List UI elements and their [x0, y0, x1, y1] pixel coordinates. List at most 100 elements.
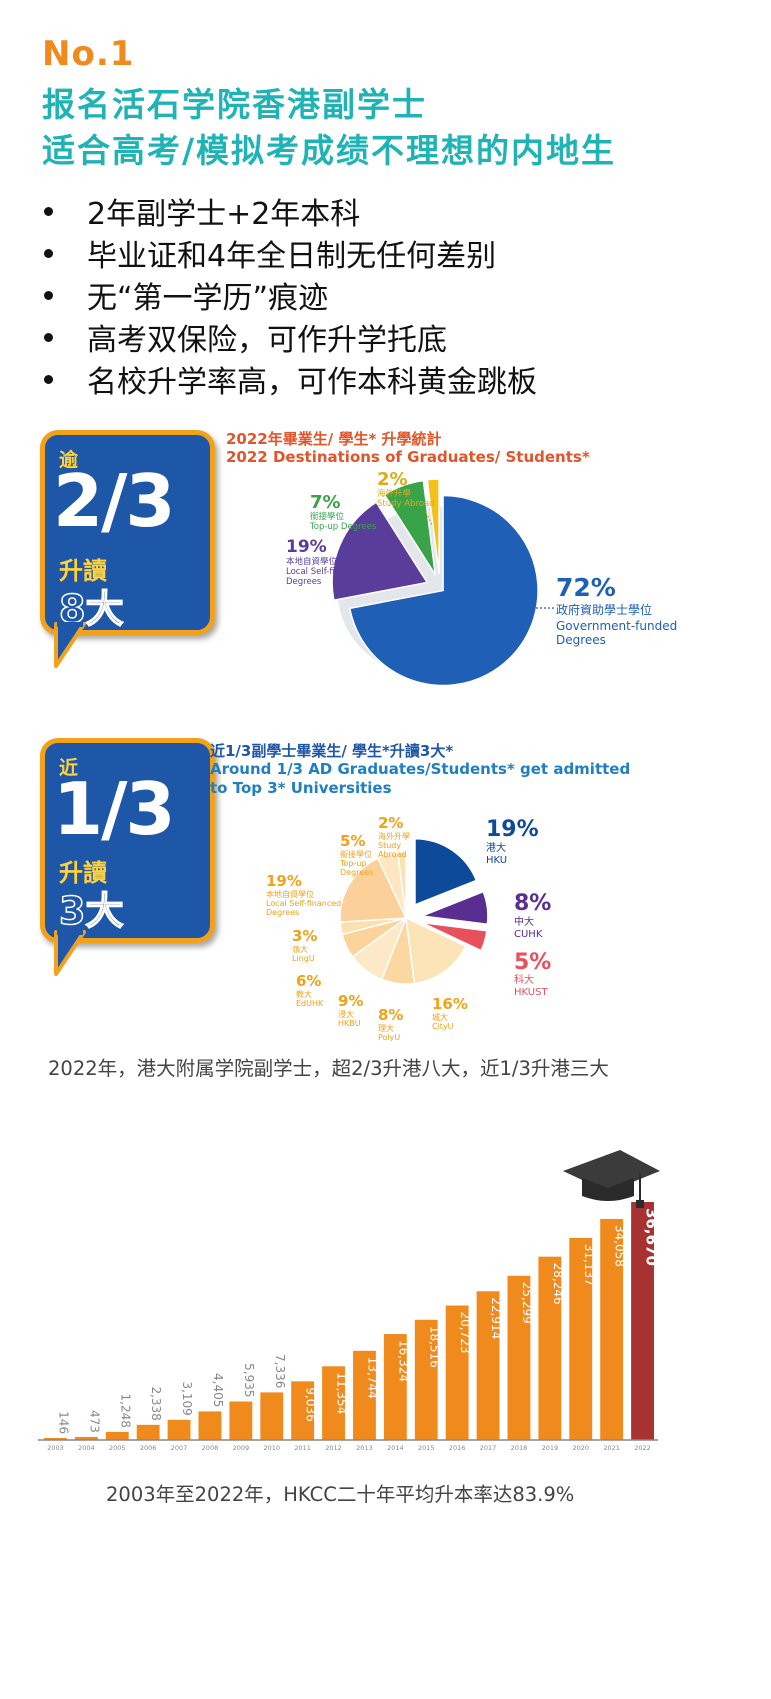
bar — [260, 1392, 284, 1440]
bullet-dot-icon — [44, 248, 53, 258]
list-item-text: 毕业证和4年全日制无任何差别 — [87, 239, 497, 274]
slice-en-label: Government-funded — [556, 619, 677, 633]
slice-pct-label: 6% — [296, 972, 321, 990]
stat-badge-top8: 逾 2/3 升讀 8大 — [40, 430, 215, 635]
bar-value-label: 4,405 — [211, 1373, 225, 1407]
badge-label: 升讀 — [59, 557, 107, 585]
badge-count: 3大 — [58, 888, 124, 934]
bar — [229, 1401, 253, 1440]
bar — [167, 1419, 191, 1440]
badge-prefix: 近 — [59, 757, 79, 779]
bullet-dot-icon — [44, 206, 53, 216]
slice-en-label: CityU — [432, 1022, 454, 1031]
pie-slice — [421, 921, 488, 952]
badge-fraction: 2/3 — [53, 459, 175, 543]
slice-en-label: Study — [378, 841, 401, 850]
pie-slice — [331, 501, 429, 602]
slice-en-label: Local Self-financed — [266, 899, 341, 908]
slice-pct-label: 5% — [340, 832, 365, 850]
bar — [136, 1424, 160, 1440]
list-item-text: 2年副学士+2年本科 — [87, 197, 361, 232]
slice-pct-label: 2% — [378, 814, 403, 832]
slice-cn-label: 本地自資學位 — [266, 889, 314, 899]
slice-cn-label: 教大 — [296, 989, 312, 999]
x-tick-label: 2015 — [418, 1444, 435, 1452]
rank-label: No.1 — [42, 34, 135, 74]
pie-slice — [426, 478, 440, 575]
chart1-title-en: 2022 Destinations of Graduates/ Students… — [226, 448, 590, 466]
pie-slice — [414, 838, 478, 906]
slice-en-label: Degrees — [340, 868, 373, 877]
bar — [569, 1237, 593, 1440]
slice-en-label: EdUHK — [296, 999, 324, 1008]
x-tick-label: 2017 — [480, 1444, 497, 1452]
slice-cn-label: 浸大 — [338, 1009, 354, 1019]
x-tick-label: 2005 — [109, 1444, 126, 1452]
slice-pct-label: 8% — [378, 1006, 403, 1024]
slice-en-label: Degrees — [556, 633, 606, 647]
slice-pct-label: 5% — [514, 950, 551, 975]
x-tick-label: 2020 — [572, 1444, 589, 1452]
benefit-list: 2年副学士+2年本科 毕业证和4年全日制无任何差别 无“第一学历”痕迹 高考双保… — [40, 190, 537, 400]
slice-cn-label: 科大 — [514, 973, 534, 986]
x-tick-label: 2008 — [202, 1444, 219, 1452]
slice-cn-label: 理大 — [378, 1023, 394, 1033]
bar-value-label: 16,324 — [396, 1340, 410, 1382]
slice-cn-label: 城大 — [432, 1012, 448, 1022]
slice-en-label: Top-up Degrees — [309, 522, 377, 532]
bar — [74, 1436, 98, 1440]
bar-value-label: 1,248 — [118, 1394, 132, 1428]
bar-value-label: 3,109 — [180, 1381, 194, 1415]
bar-value-label: 34,058 — [613, 1225, 627, 1267]
bar — [445, 1305, 469, 1440]
pie-slice — [405, 916, 467, 985]
graduation-cap-icon — [563, 1150, 660, 1208]
slice-pct-label: 8% — [514, 891, 551, 916]
x-tick-label: 2010 — [263, 1444, 280, 1452]
slice-en-label: Top-up — [339, 859, 367, 868]
headline-line-2: 适合高考/模拟考成绩不理想的内地生 — [42, 131, 617, 170]
list-item: 高考双保险，可作升学托底 — [40, 316, 537, 358]
slice-en-label: LingU — [292, 954, 315, 963]
list-item-text: 名校升学率高，可作本科黄金跳板 — [87, 365, 537, 400]
slice-pct-label: 72% — [556, 573, 616, 602]
slice-pct-label: 19% — [266, 872, 302, 890]
x-tick-label: 2018 — [511, 1444, 528, 1452]
slice-pct-label: 19% — [286, 537, 327, 557]
list-item: 毕业证和4年全日制无任何差别 — [40, 232, 537, 274]
list-item: 无“第一学历”痕迹 — [40, 274, 537, 316]
bar-value-label: 146 — [56, 1411, 70, 1434]
bullet-dot-icon — [44, 290, 53, 300]
slice-cn-label: 海外升學 — [378, 831, 410, 841]
slice-cn-label: 港大 — [486, 841, 506, 854]
x-tick-label: 2016 — [449, 1444, 466, 1452]
slice-pct-label: 7% — [310, 492, 341, 513]
bar — [538, 1256, 562, 1440]
pie-slice — [348, 494, 539, 687]
bar — [600, 1218, 624, 1440]
bar-value-label: 5,935 — [242, 1363, 256, 1397]
pie-chart-destinations: 2% 海外升學 Study Abroad 7% 銜接學位 Top-up Degr… — [286, 469, 677, 687]
list-item: 名校升学率高，可作本科黄金跳板 — [40, 358, 537, 400]
bar-value-label: 25,299 — [520, 1282, 534, 1324]
slice-pct-label: 2% — [377, 469, 408, 490]
badge-pointer-icon — [54, 930, 86, 976]
slice-en-label: Degrees — [286, 577, 322, 587]
bar — [44, 1438, 67, 1440]
slice-pct-label: 19% — [486, 817, 539, 842]
slice-en-label: HKU — [486, 855, 507, 866]
bullet-dot-icon — [44, 374, 53, 384]
slice-en-label: PolyU — [378, 1033, 400, 1041]
x-tick-label: 2013 — [356, 1444, 373, 1452]
pie-slice — [383, 479, 437, 576]
slice-en-label: HKBU — [338, 1019, 361, 1028]
slice-cn-label: 嶺大 — [292, 944, 308, 954]
x-tick-label: 2021 — [603, 1444, 620, 1452]
bar — [353, 1350, 376, 1440]
bar — [631, 1202, 654, 1440]
bar-value-label: 36,670 — [643, 1208, 661, 1266]
bar — [383, 1334, 407, 1440]
bar-chart-cumulative: 146 2003 473 2004 1,248 2005 2,338 2006 3,109 200… — [38, 1150, 661, 1452]
list-item-text: 无“第一学历”痕迹 — [87, 281, 329, 316]
pie-chart-top3: 19% 港大 HKU 8% 中大 CUHK 5% 科大 HKUST 16% 城大… — [266, 814, 551, 1041]
